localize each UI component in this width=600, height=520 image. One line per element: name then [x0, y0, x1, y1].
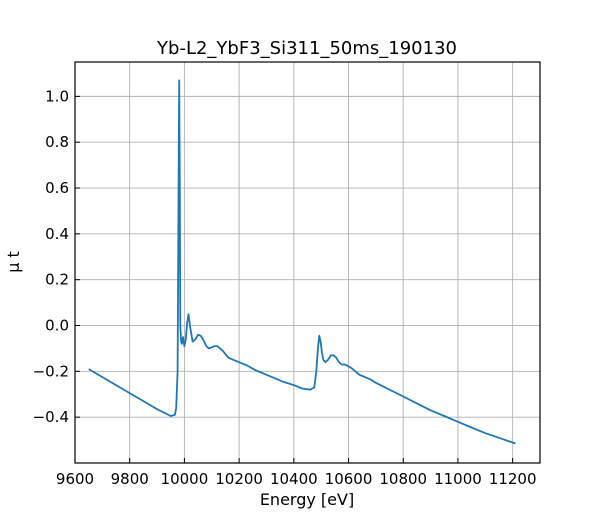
x-axis-label: Energy [eV] — [260, 490, 354, 509]
x-tick-label: 11000 — [434, 470, 482, 488]
y-tick-label: 0.4 — [45, 225, 69, 243]
y-tick-label: 0.6 — [45, 179, 69, 197]
x-tick-label: 9800 — [111, 470, 149, 488]
y-tick-label: 0.2 — [45, 271, 69, 289]
series-line — [88, 79, 516, 445]
grid-layer — [74, 62, 540, 463]
data-layer — [88, 79, 516, 445]
x-tick-label: 10800 — [379, 470, 427, 488]
y-tick-label: 1.0 — [45, 87, 69, 105]
x-tick-label: 10400 — [270, 470, 318, 488]
y-tick-label: 0.0 — [45, 317, 69, 335]
y-tick-label: −0.4 — [33, 408, 69, 426]
y-tick-label: 0.8 — [45, 133, 69, 151]
x-tick-label: 10200 — [215, 470, 263, 488]
y-tick-label: −0.2 — [33, 362, 69, 380]
x-tick-label: 10000 — [161, 470, 209, 488]
chart-title: Yb-L2_YbF3_Si311_50ms_190130 — [156, 38, 457, 59]
x-tick-label: 10600 — [325, 470, 373, 488]
x-tick-label: 11200 — [489, 470, 537, 488]
y-axis-label: μ t — [4, 251, 23, 273]
ticks-layer: 9600 9800 10000 10200 10400 10600 10800 11000 11… — [33, 87, 537, 488]
x-tick-label: 9600 — [56, 470, 94, 488]
plot-frame — [74, 61, 541, 464]
